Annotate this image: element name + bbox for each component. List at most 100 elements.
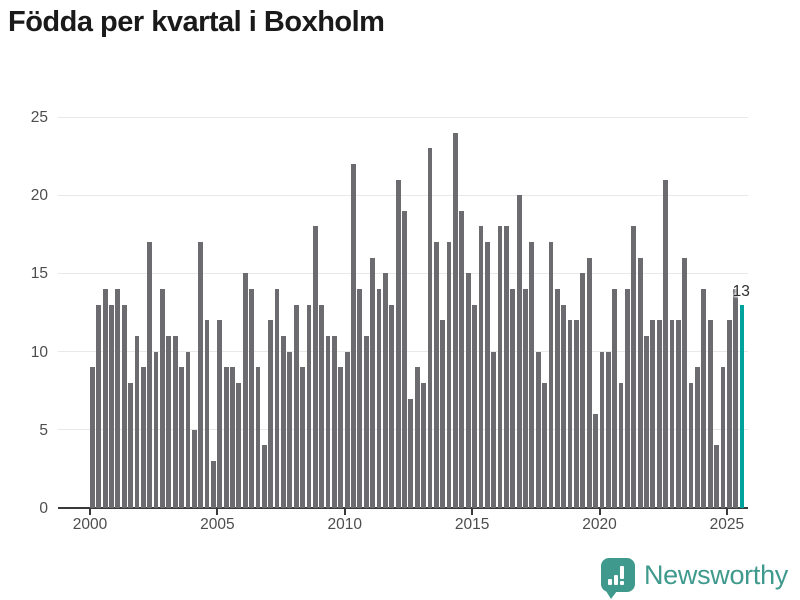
bar: [510, 289, 516, 508]
bar: [242, 273, 248, 508]
x-tick: [471, 509, 474, 515]
bar: [631, 226, 637, 508]
bar: [287, 351, 293, 508]
brand-name: Newsworthy: [643, 559, 788, 590]
bar: [325, 335, 331, 508]
bar: [675, 320, 681, 508]
bar: [695, 367, 700, 508]
bar: [102, 289, 108, 508]
chart-title: Födda per kvartal i Boxholm: [8, 6, 385, 38]
bar: [249, 289, 255, 508]
bar: [293, 304, 299, 508]
y-tick-label: 5: [39, 421, 48, 439]
mini-bar-2: [613, 575, 618, 585]
bar: [179, 367, 184, 508]
bar: [147, 242, 153, 508]
y-tick-label: 25: [30, 109, 48, 126]
bar: [268, 320, 274, 508]
newsworthy-logo-icon: [600, 558, 635, 599]
bar: [548, 242, 554, 508]
bar: [211, 461, 216, 508]
bar: [312, 226, 318, 508]
bar: [465, 273, 471, 508]
bar: [427, 148, 433, 508]
bar: [332, 335, 337, 508]
bar: [389, 304, 395, 508]
bar: [230, 367, 235, 508]
bar: [669, 320, 675, 508]
bar: [726, 320, 732, 508]
bar: [153, 351, 159, 508]
x-tick-label: 2015: [454, 516, 490, 533]
y-tick-label: 10: [30, 343, 48, 361]
y-tick-label: 20: [30, 187, 48, 205]
bar: [624, 289, 630, 508]
bar: [395, 179, 401, 508]
bar: [618, 382, 624, 508]
bar: [421, 382, 426, 508]
bar: [733, 289, 739, 508]
bar: [300, 367, 305, 508]
bar: [453, 132, 458, 508]
bar: [408, 398, 414, 508]
bar: [561, 304, 567, 508]
bar: [357, 289, 363, 508]
bar: [523, 289, 528, 508]
x-axis-line: [58, 507, 748, 509]
bar: [707, 320, 713, 508]
exclamation-icon: [619, 566, 624, 585]
bar: [459, 210, 465, 508]
bar: [720, 367, 726, 508]
bar: [382, 273, 388, 508]
bar: [586, 257, 592, 508]
bar: [542, 382, 547, 508]
bar: [109, 304, 114, 508]
bar: [612, 289, 618, 508]
bar: [529, 242, 535, 508]
bar: [580, 273, 586, 508]
bar: [402, 210, 407, 508]
bar: [376, 289, 382, 508]
bar: [204, 320, 210, 508]
bar: [306, 304, 312, 508]
bar: [344, 351, 350, 508]
bar: [185, 351, 191, 508]
bar: [319, 304, 325, 508]
x-tick-label: 2020: [582, 516, 617, 533]
x-tick: [89, 509, 91, 515]
bar: [134, 335, 140, 508]
bar: [414, 367, 420, 508]
exclamation-dot: [619, 581, 624, 585]
bar: [440, 320, 446, 508]
gridline: [58, 116, 748, 118]
x-tick-label: 2025: [709, 516, 745, 533]
bar: [433, 242, 439, 508]
bar: [236, 382, 242, 508]
bar: [191, 429, 197, 508]
bar: [160, 289, 165, 508]
x-tick-label: 2010: [327, 516, 362, 533]
bar: [338, 367, 344, 508]
bar: [535, 351, 541, 508]
bar: [478, 226, 484, 508]
bar: [503, 226, 509, 508]
bar: [714, 445, 719, 508]
bar: [115, 289, 121, 508]
brand-footer: Newsworthy: [600, 558, 788, 599]
last-value-label: 13: [732, 282, 750, 300]
bar-series: [90, 117, 746, 508]
bar: [472, 304, 477, 508]
bar: [650, 320, 656, 508]
bar: [351, 163, 356, 508]
bar: [261, 445, 267, 508]
y-tick-label: 0: [39, 500, 48, 517]
bar: [90, 367, 95, 508]
bar: [605, 351, 611, 508]
bar: [484, 242, 490, 508]
bar: [663, 179, 668, 508]
bar: [567, 320, 573, 508]
bar: [554, 289, 560, 508]
bar: [217, 320, 223, 508]
bar: [491, 351, 497, 508]
